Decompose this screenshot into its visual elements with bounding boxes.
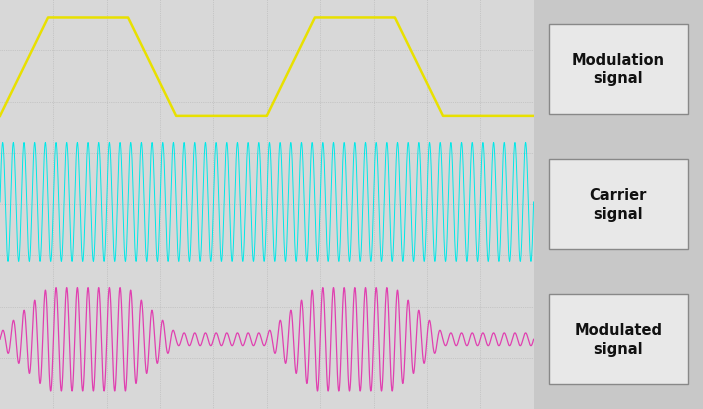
- FancyBboxPatch shape: [549, 294, 688, 384]
- Text: Modulation
signal: Modulation signal: [572, 53, 665, 86]
- FancyBboxPatch shape: [549, 25, 688, 115]
- Text: Modulated
signal: Modulated signal: [574, 323, 662, 356]
- FancyBboxPatch shape: [549, 160, 688, 249]
- Text: Carrier
signal: Carrier signal: [590, 188, 647, 221]
